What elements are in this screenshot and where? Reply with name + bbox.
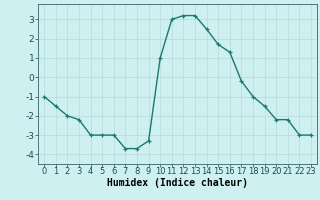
X-axis label: Humidex (Indice chaleur): Humidex (Indice chaleur): [107, 178, 248, 188]
